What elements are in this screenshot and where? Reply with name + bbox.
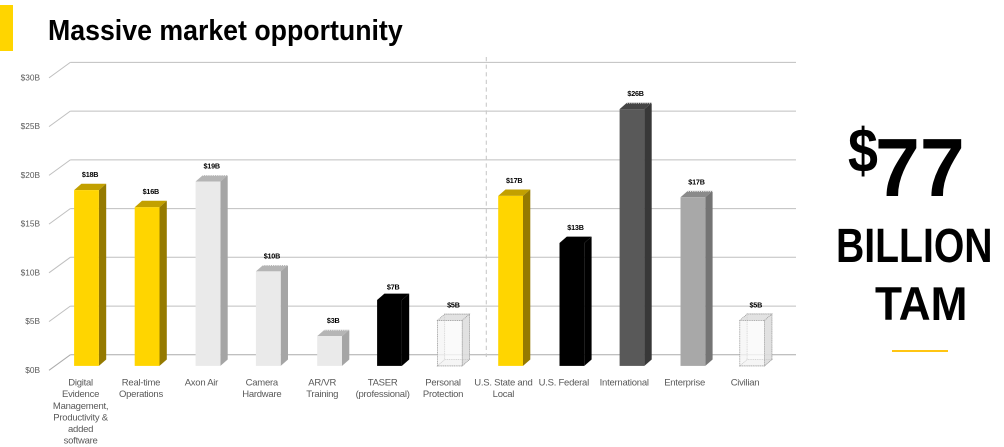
svg-text:(professional): (professional) bbox=[356, 389, 410, 400]
svg-text:$18B: $18B bbox=[82, 170, 98, 179]
svg-text:TASER: TASER bbox=[368, 378, 398, 389]
svg-text:Digital: Digital bbox=[68, 378, 93, 389]
svg-text:$0B: $0B bbox=[25, 365, 40, 375]
svg-text:Productivity &: Productivity & bbox=[53, 412, 108, 423]
svg-text:Local: Local bbox=[493, 389, 515, 400]
svg-text:$15B: $15B bbox=[21, 219, 41, 229]
svg-text:$17B: $17B bbox=[688, 177, 704, 186]
svg-text:International: International bbox=[600, 378, 649, 389]
svg-text:Civilian: Civilian bbox=[731, 378, 760, 389]
svg-text:Personal: Personal bbox=[425, 378, 461, 389]
svg-text:Enterprise: Enterprise bbox=[664, 378, 705, 389]
svg-text:software: software bbox=[64, 436, 98, 447]
svg-text:Evidence: Evidence bbox=[62, 389, 99, 400]
svg-text:U.S. State and: U.S. State and bbox=[474, 378, 532, 389]
svg-text:$17B: $17B bbox=[506, 176, 522, 185]
svg-text:Operations: Operations bbox=[119, 389, 163, 400]
svg-text:$13B: $13B bbox=[567, 223, 583, 232]
svg-text:$3B: $3B bbox=[327, 316, 340, 325]
svg-text:$16B: $16B bbox=[143, 187, 159, 196]
svg-text:Axon Air: Axon Air bbox=[185, 378, 218, 389]
svg-text:Protection: Protection bbox=[423, 389, 463, 400]
svg-text:$10B: $10B bbox=[264, 251, 280, 260]
svg-text:$5B: $5B bbox=[750, 300, 763, 309]
svg-text:$20B: $20B bbox=[21, 170, 41, 180]
svg-text:$26B: $26B bbox=[627, 89, 643, 98]
svg-text:added: added bbox=[68, 424, 93, 435]
svg-text:Training: Training bbox=[306, 389, 338, 400]
svg-text:Camera: Camera bbox=[246, 378, 279, 389]
svg-text:$30B: $30B bbox=[21, 73, 41, 83]
svg-text:$25B: $25B bbox=[21, 121, 41, 131]
svg-text:Real-time: Real-time bbox=[122, 378, 160, 389]
svg-text:Hardware: Hardware bbox=[242, 389, 281, 400]
svg-text:$10B: $10B bbox=[21, 267, 41, 277]
svg-text:$5B: $5B bbox=[25, 316, 40, 326]
svg-text:U.S. Federal: U.S. Federal bbox=[539, 378, 589, 389]
svg-text:AR/VR: AR/VR bbox=[308, 378, 336, 389]
svg-text:$19B: $19B bbox=[204, 162, 220, 171]
svg-text:Management,: Management, bbox=[53, 401, 108, 412]
svg-text:$5B: $5B bbox=[447, 301, 460, 310]
svg-text:$7B: $7B bbox=[387, 283, 400, 292]
